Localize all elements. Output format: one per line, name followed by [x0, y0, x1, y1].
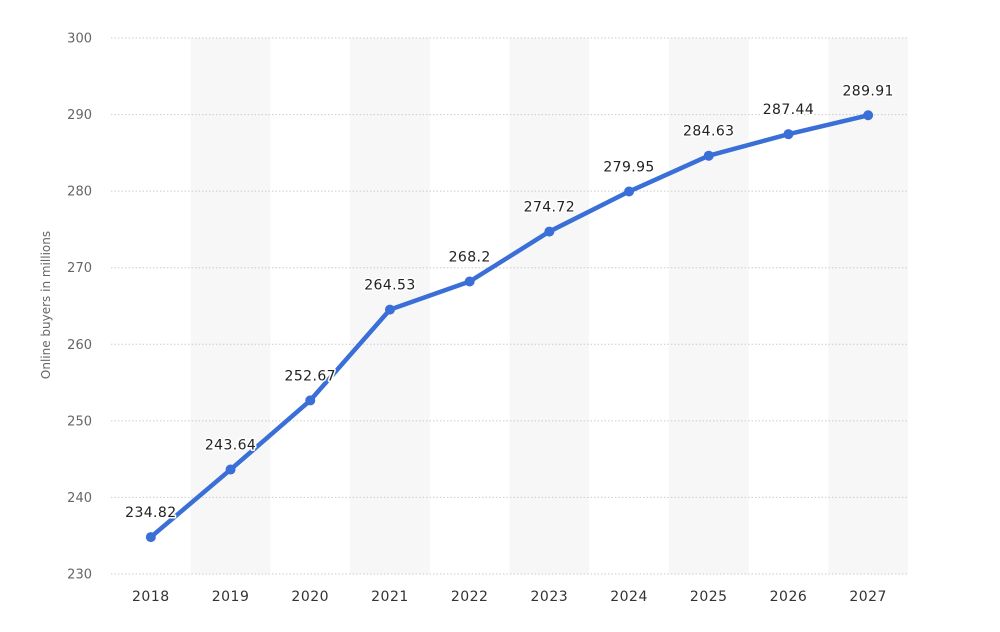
- data-point[interactable]: [544, 226, 555, 237]
- x-tick-label: 2024: [610, 589, 648, 605]
- data-point[interactable]: [464, 276, 475, 287]
- y-tick-label: 250: [67, 414, 92, 429]
- column-band: [190, 38, 271, 574]
- data-label: 252.67: [285, 368, 336, 384]
- column-band: [828, 38, 908, 574]
- y-tick-label: 290: [67, 108, 92, 123]
- data-label: 289.91: [842, 83, 893, 99]
- alternating-column-bands: [190, 38, 908, 574]
- y-axis-ticks: 230 240 250 260 270 280 290 300: [67, 32, 92, 583]
- column-band: [509, 38, 590, 574]
- x-tick-label: 2026: [770, 589, 808, 605]
- x-tick-label: 2021: [371, 589, 409, 605]
- series-line-group: [148, 113, 871, 540]
- data-point[interactable]: [145, 532, 156, 543]
- data-point[interactable]: [624, 186, 635, 197]
- data-labels: 234.82 243.64 252.67 264.53 268.2 274.72 279.9…: [124, 82, 895, 523]
- data-point[interactable]: [305, 395, 316, 406]
- data-label: 243.64: [205, 438, 256, 454]
- x-tick-label: 2019: [212, 589, 250, 605]
- data-point[interactable]: [783, 129, 794, 140]
- data-point[interactable]: [703, 150, 714, 161]
- y-tick-label: 240: [67, 491, 92, 506]
- data-label: 234.82: [125, 505, 176, 521]
- column-band: [668, 38, 749, 574]
- y-tick-label: 230: [67, 568, 92, 583]
- data-label: 284.63: [683, 124, 734, 140]
- data-label: 264.53: [364, 278, 415, 294]
- x-axis-ticks: 2018 2019 2020 2021 2022 2023 2024 2025 2026 2027: [132, 589, 887, 605]
- x-tick-label: 2018: [132, 589, 170, 605]
- data-point[interactable]: [863, 110, 874, 121]
- data-label: 268.2: [449, 249, 491, 265]
- x-tick-label: 2023: [531, 589, 569, 605]
- x-tick-label: 2020: [291, 589, 329, 605]
- data-label: 279.95: [603, 160, 654, 176]
- y-tick-label: 300: [67, 32, 92, 47]
- x-tick-label: 2022: [451, 589, 489, 605]
- y-tick-label: 270: [67, 261, 92, 276]
- data-point[interactable]: [225, 464, 236, 475]
- y-tick-label: 260: [67, 338, 92, 353]
- data-label: 274.72: [524, 200, 575, 216]
- data-label: 287.44: [763, 102, 814, 118]
- series-line: [148, 113, 871, 540]
- x-tick-label: 2027: [849, 589, 887, 605]
- data-point[interactable]: [384, 304, 395, 315]
- data-points: [145, 110, 874, 543]
- y-tick-label: 280: [67, 185, 92, 200]
- x-tick-label: 2025: [690, 589, 728, 605]
- y-axis-label: Online buyers in millions: [39, 231, 53, 379]
